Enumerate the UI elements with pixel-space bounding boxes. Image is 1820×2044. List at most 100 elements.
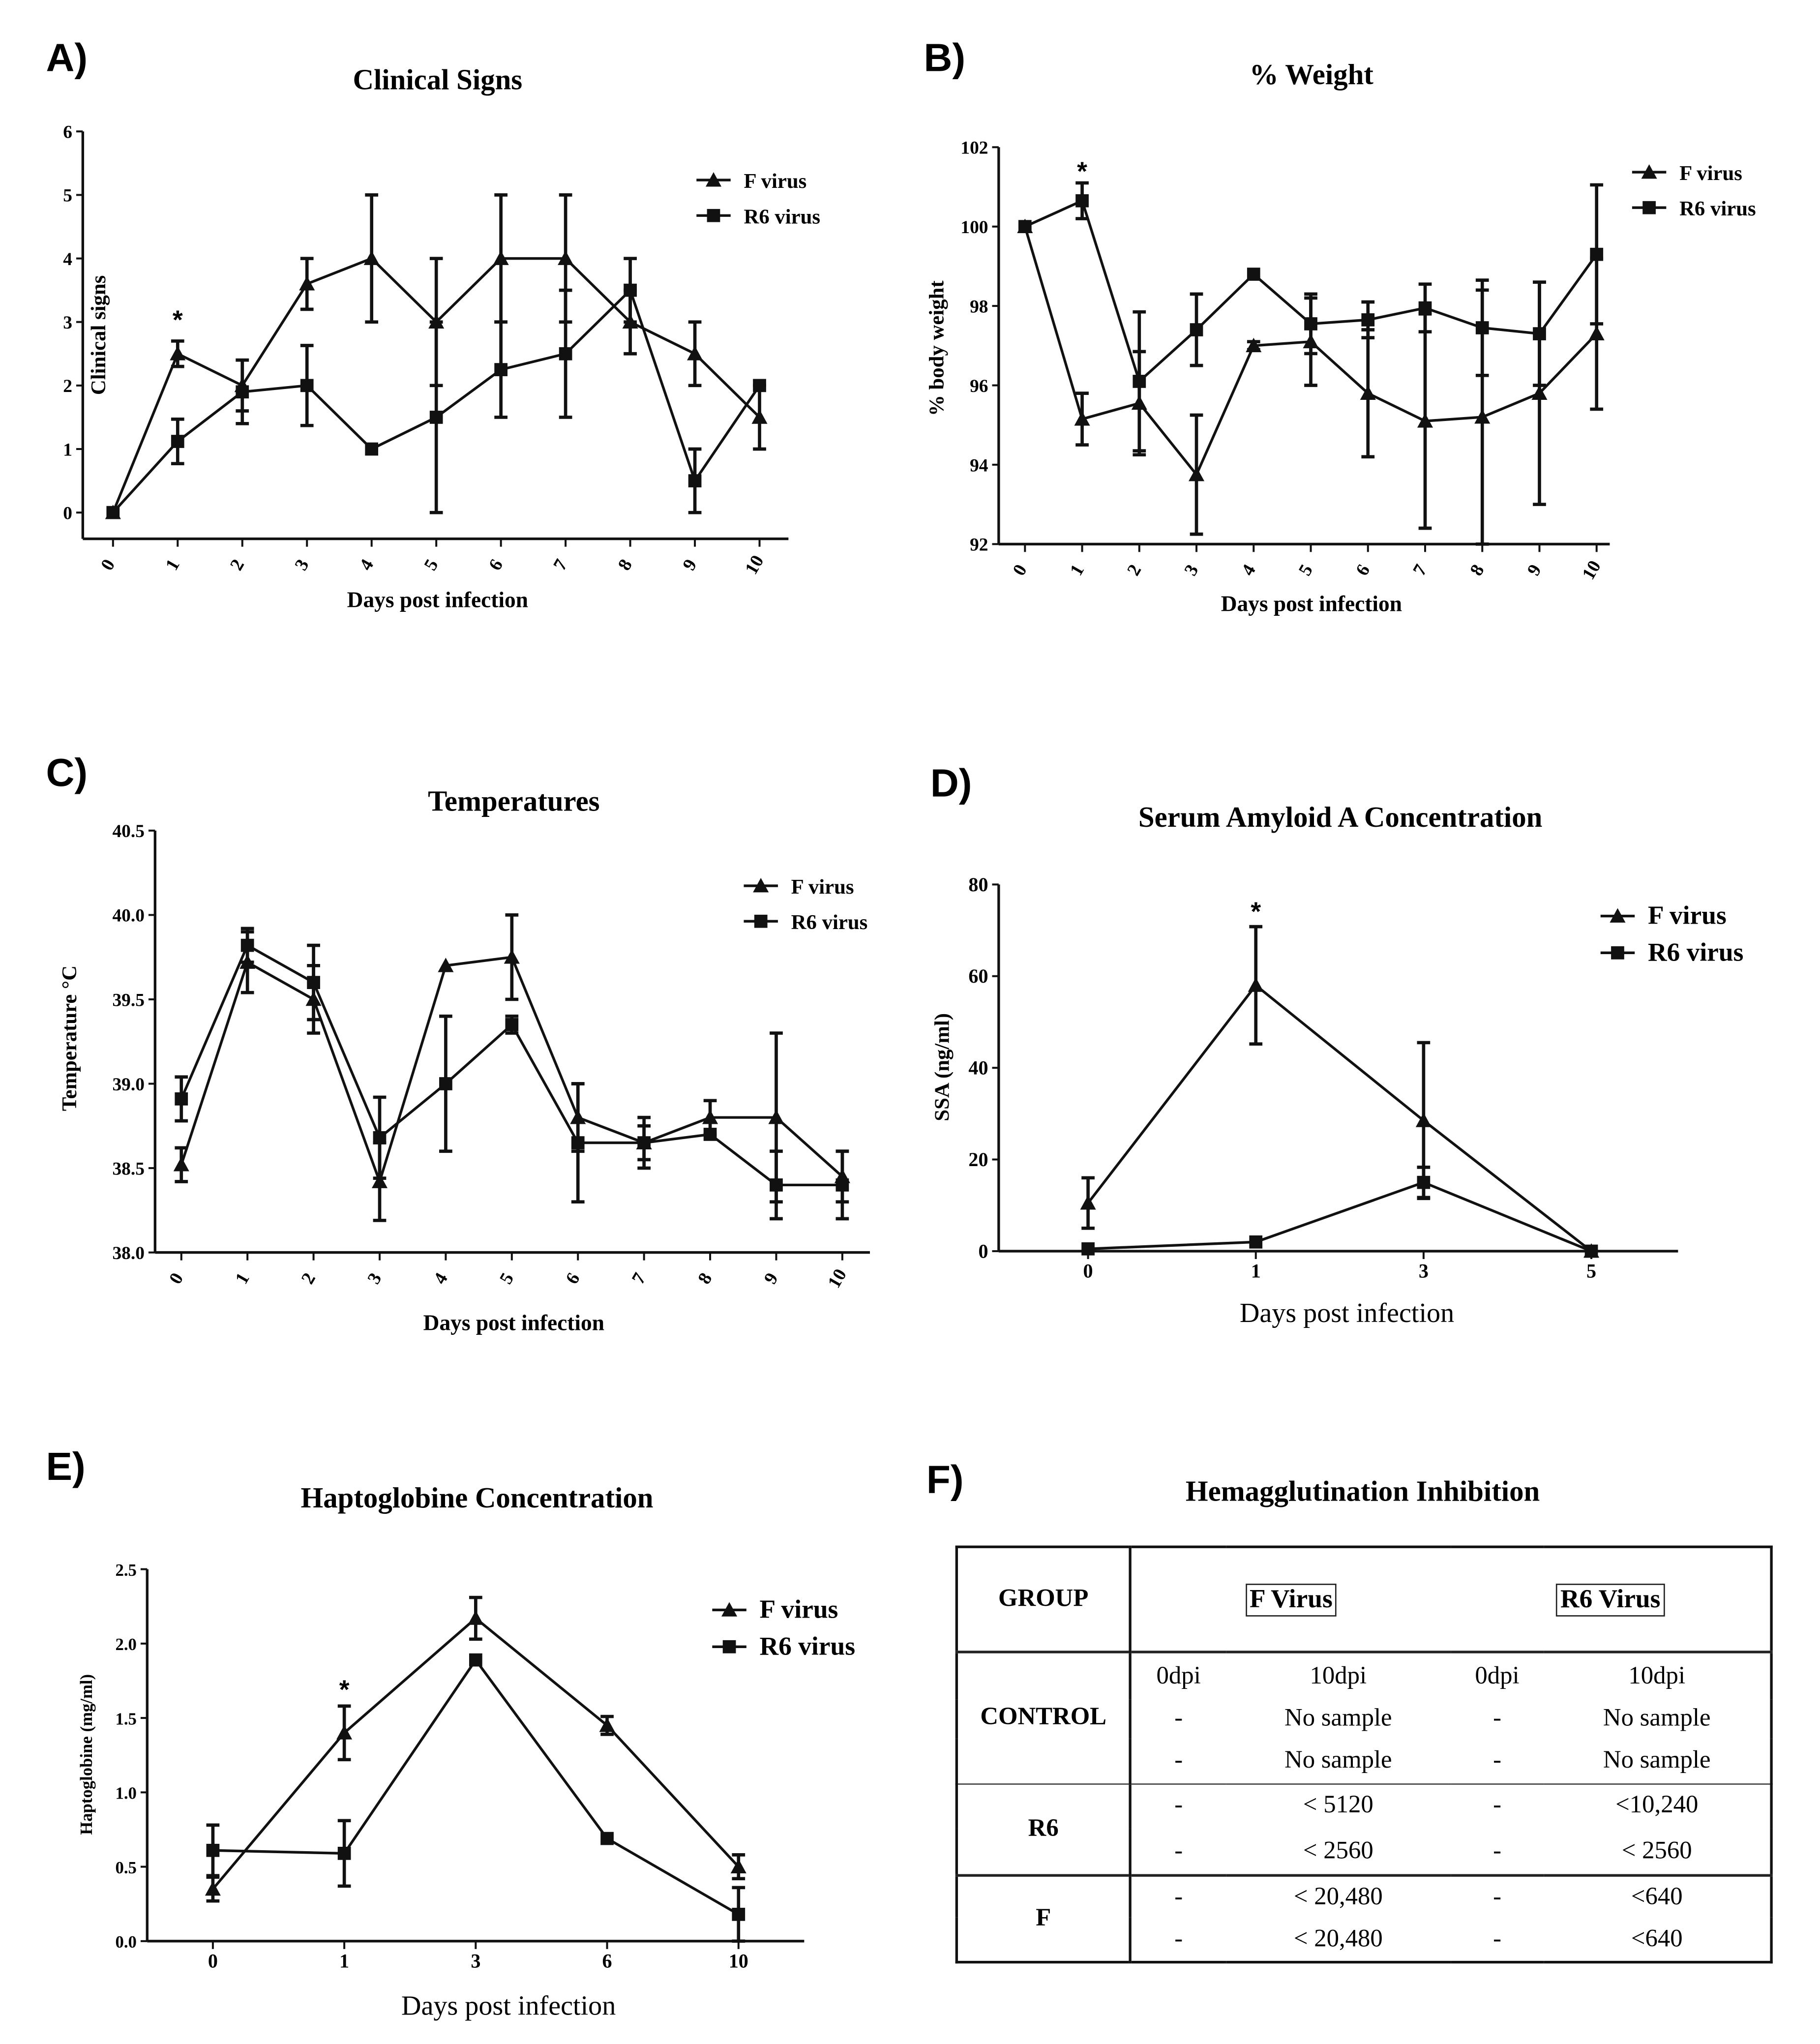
chart-title-d: Serum Amyloid A Concentration — [1138, 800, 1543, 834]
legend-label: R6 virus — [744, 205, 820, 228]
y-tick-label: 94 — [970, 455, 988, 476]
data-point — [1080, 1195, 1096, 1210]
data-point — [1249, 1235, 1263, 1249]
x-tick-label: 1 — [1251, 1260, 1261, 1282]
y-tick-label: 100 — [960, 217, 988, 238]
y-axis-label: SSA (ng/ml) — [930, 1013, 954, 1121]
chart-c: 38.0 38.5 39.0 39.5 40.0 40.5 0 1 2 3 4 5 6 7 8 9 10 Days… — [58, 821, 870, 1335]
data-point — [1533, 327, 1546, 340]
table-row: - < 2560 - < 2560 — [956, 1828, 1771, 1875]
x-axis-label: Days post infection — [1240, 1298, 1454, 1328]
data-point — [240, 938, 254, 952]
x-axis-label: Days post infection — [423, 1310, 604, 1335]
panel-label-e: E) — [46, 1445, 86, 1489]
y-tick-label: 5 — [63, 186, 72, 206]
data-point — [171, 435, 184, 448]
group-r6: R6 — [956, 1783, 1132, 1876]
chart-title-e: Haptoglobine Concentration — [300, 1481, 654, 1514]
significance-star: * — [173, 305, 183, 334]
table-row: - No sample - No sample — [956, 1739, 1771, 1783]
data-point — [170, 346, 186, 361]
x-tick-label: 2 — [298, 1269, 320, 1288]
table-row: - < 20,480 - <640 — [956, 1918, 1771, 1962]
data-point — [175, 1092, 188, 1106]
data-point — [1248, 977, 1264, 992]
x-tick-label: 3 — [471, 1950, 480, 1972]
data-point — [1417, 1175, 1431, 1189]
x-tick-label: 5 — [1586, 1260, 1596, 1282]
cell: <640 — [1631, 1924, 1683, 1953]
chart-a: 0 1 2 3 4 5 6 0 1 2 3 4 5 6 7 8 9 10 Days post infection Cl… — [63, 122, 820, 612]
data-point — [1074, 411, 1090, 426]
group-f: F — [956, 1875, 1132, 1962]
x-tick-label: 0 — [165, 1269, 187, 1288]
y-tick-label: 40.0 — [112, 906, 144, 926]
data-point — [1304, 317, 1317, 331]
data-point — [206, 1843, 220, 1857]
x-tick-label: 10 — [729, 1950, 748, 1972]
data-point — [236, 385, 249, 399]
cell: No sample — [1284, 1746, 1392, 1774]
data-point — [751, 409, 768, 424]
y-tick-label: 3 — [63, 313, 72, 333]
table-row: R6 - < 5120 - <10,240 — [956, 1783, 1772, 1876]
cell: - — [1493, 1704, 1501, 1732]
data-point — [599, 1717, 615, 1732]
data-point — [1018, 220, 1032, 234]
cell: < 5120 — [1303, 1791, 1373, 1819]
data-point — [205, 1881, 221, 1896]
data-point — [1474, 409, 1491, 424]
significance-star: * — [1077, 157, 1087, 186]
legend-marker — [1642, 201, 1656, 214]
x-tick-label: 8 — [614, 556, 636, 574]
legend-label: F virus — [791, 875, 854, 899]
data-point — [637, 1136, 651, 1149]
chart-title-b: % Weight — [1249, 58, 1373, 91]
x-tick-label: 1 — [162, 556, 184, 574]
data-point — [703, 1128, 717, 1141]
header-f-virus: F Virus — [1245, 1583, 1337, 1616]
data-point — [559, 347, 572, 361]
significance-star: * — [339, 1675, 350, 1704]
cell: - — [1493, 1791, 1501, 1819]
legend-marker — [754, 914, 768, 928]
legend-label: F virus — [1648, 901, 1727, 930]
data-point — [438, 958, 454, 972]
legend-marker — [707, 209, 720, 222]
subheader: 10dpi — [1628, 1661, 1686, 1690]
data-point — [1360, 385, 1376, 400]
header-group: GROUP — [956, 1547, 1132, 1652]
series-line — [1087, 983, 1592, 1253]
legend-marker — [753, 878, 769, 893]
panel-label-f: F) — [926, 1459, 964, 1503]
series-r6-virus — [106, 257, 766, 519]
series-line — [212, 1657, 740, 1916]
y-tick-label: 39.5 — [112, 990, 144, 1010]
x-tick-label: 3 — [364, 1269, 386, 1288]
x-tick-label: 3 — [1181, 561, 1203, 579]
legend-label: F virus — [744, 170, 806, 193]
y-tick-label: 102 — [960, 138, 988, 158]
legend-label: F virus — [760, 1594, 838, 1623]
significance-star: * — [1251, 898, 1261, 927]
subheader: 0dpi — [1156, 1661, 1201, 1690]
cell: No sample — [1603, 1704, 1711, 1732]
legend-label: R6 virus — [791, 911, 868, 934]
y-tick-label: 0 — [978, 1240, 988, 1262]
x-tick-label: 9 — [760, 1269, 782, 1288]
panel-label-b: B) — [924, 36, 966, 81]
legend-marker — [722, 1640, 736, 1653]
data-point — [337, 1847, 351, 1860]
data-point — [1584, 1244, 1598, 1258]
series-r6-virus — [1081, 1166, 1598, 1258]
data-point — [1590, 247, 1604, 261]
x-tick-label: 8 — [694, 1269, 716, 1288]
data-point — [1246, 337, 1262, 353]
data-point — [439, 1077, 452, 1090]
x-tick-label: 3 — [291, 556, 313, 574]
x-tick-label: 6 — [1352, 561, 1374, 579]
y-tick-label: 39.0 — [112, 1075, 144, 1095]
data-point — [732, 1908, 746, 1921]
y-tick-label: 4 — [63, 249, 72, 270]
data-point — [494, 363, 508, 376]
